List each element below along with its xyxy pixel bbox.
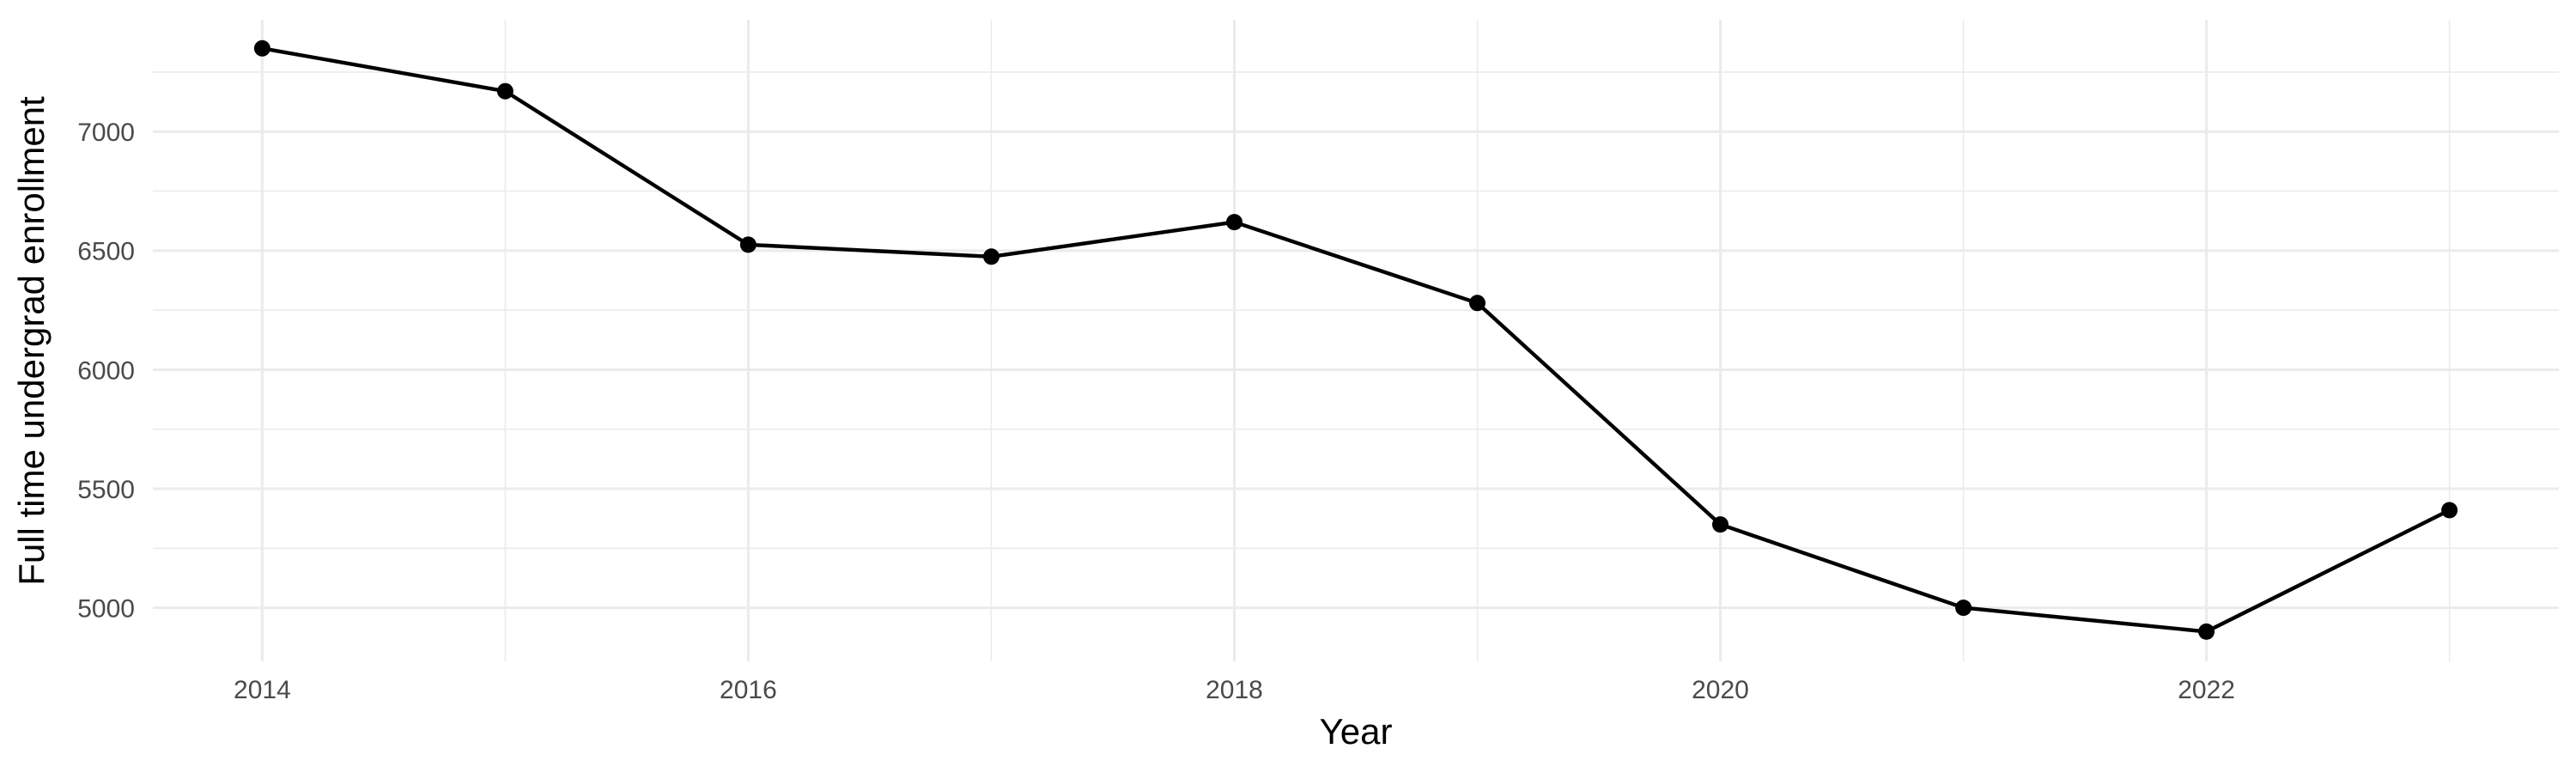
data-point-2017 [983,248,999,265]
data-point-2015 [496,82,513,100]
x-tick-label-2022: 2022 [2178,676,2235,704]
y-tick-label-6000: 6000 [77,356,135,385]
x-tick-label-2016: 2016 [720,676,777,704]
gridlines-minor [153,20,2559,661]
x-axis-title: Year [1320,711,1393,752]
data-point-2018 [1226,214,1242,231]
data-point-2022 [2198,623,2215,640]
data-point-2014 [253,40,270,57]
data-point-2023 [2441,502,2458,519]
data-points [253,40,2458,640]
data-point-2019 [1469,295,1485,312]
y-tick-label-5000: 5000 [77,594,135,623]
y-tick-label-7000: 7000 [77,119,135,147]
data-point-2016 [739,236,756,253]
x-tick-label-2014: 2014 [234,676,291,704]
data-point-2020 [1712,516,1728,533]
y-axis-tick-labels: 5000 5500 6000 6500 7000 [77,119,135,623]
data-point-2021 [1955,600,1972,617]
y-tick-label-5500: 5500 [77,476,135,504]
x-axis-tick-labels: 2014 2016 2018 2020 2022 [234,676,2235,704]
x-tick-label-2020: 2020 [1692,676,1749,704]
enrollment-line [262,46,2451,634]
gridlines-major [153,20,2559,661]
y-tick-label-6500: 6500 [77,238,135,266]
y-axis-title: Full time undergrad enrollment [11,96,52,586]
x-tick-label-2018: 2018 [1206,676,1263,704]
